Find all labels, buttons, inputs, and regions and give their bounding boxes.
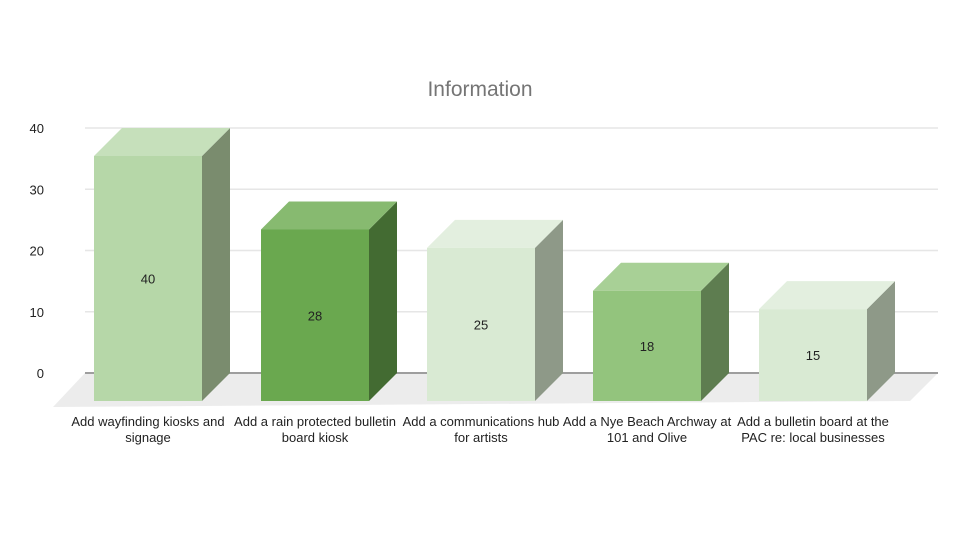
bar-side-1 <box>369 201 397 401</box>
bar-1 <box>261 229 369 401</box>
bar-value-label-1: 28 <box>308 308 322 323</box>
bar-value-label-2: 25 <box>474 317 488 332</box>
bar-top-1 <box>261 201 397 230</box>
x-tick-label-3: Add a Nye Beach Archway at 101 and Olive <box>562 414 732 445</box>
bar-0 <box>94 156 202 401</box>
bar-4 <box>759 309 867 401</box>
y-tick-label-10: 10 <box>30 305 44 320</box>
bar-top-0 <box>94 128 230 156</box>
bar-2 <box>427 247 535 401</box>
bar-value-label-4: 15 <box>806 348 820 363</box>
x-tick-label-2: Add a communications hub for artists <box>402 414 560 445</box>
bar-top-2 <box>427 219 563 248</box>
bar-value-label-3: 18 <box>640 339 654 354</box>
x-tick-label-0: Add wayfinding kiosks and signage <box>71 414 225 445</box>
y-tick-label-30: 30 <box>30 182 44 197</box>
chart-title: Information <box>427 78 533 101</box>
x-tick-label-1: Add a rain protected bulletin board kios… <box>234 414 396 445</box>
bar-top-4 <box>759 281 895 310</box>
y-tick-label-20: 20 <box>30 244 44 259</box>
bar-side-2 <box>535 219 563 401</box>
x-tick-label-4: Add a bulletin board at the PAC re: loca… <box>737 414 889 445</box>
bar-3 <box>593 290 701 401</box>
y-tick-label-0: 0 <box>37 366 44 381</box>
bar-value-label-0: 40 <box>141 272 155 287</box>
y-tick-label-40: 40 <box>30 121 44 136</box>
bar-side-4 <box>867 281 895 401</box>
bar-side-0 <box>202 128 230 401</box>
bar-side-3 <box>701 262 729 401</box>
bar-top-3 <box>593 262 729 291</box>
